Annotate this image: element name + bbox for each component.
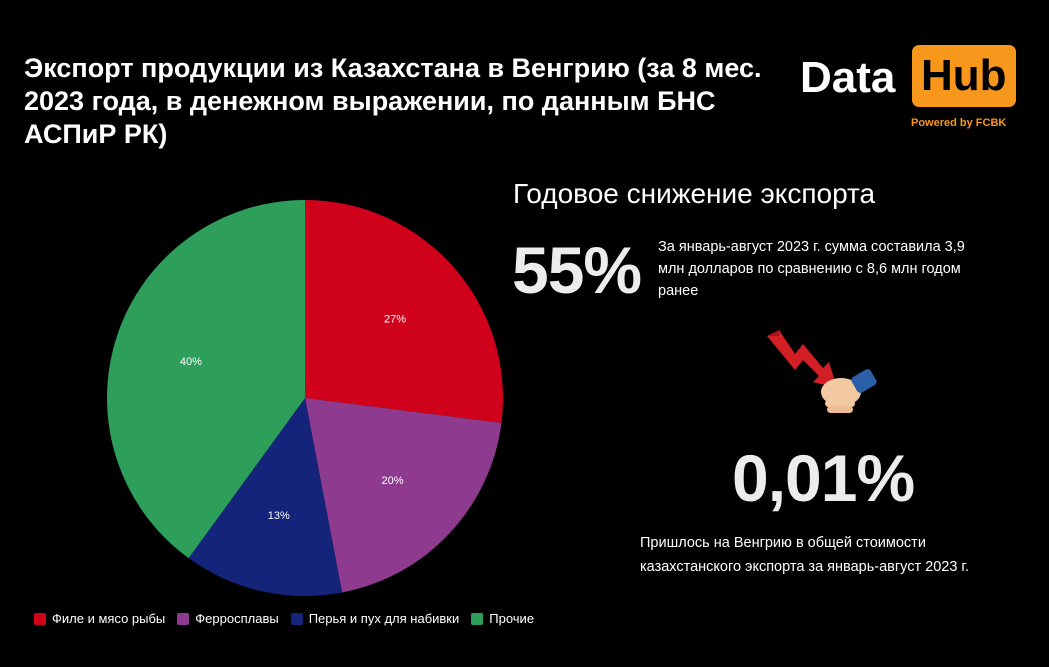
legend-swatch xyxy=(34,612,46,625)
legend-label: Ферросплавы xyxy=(195,611,279,626)
decline-value: 55% xyxy=(512,233,642,307)
pie-slice xyxy=(305,398,502,593)
legend-label: Перья и пух для набивки xyxy=(308,611,460,626)
legend-swatch xyxy=(471,612,484,625)
downtrend-arrow-hand-icon xyxy=(767,330,877,413)
logo-data-text: Data xyxy=(800,53,896,102)
decline-heading: Годовое снижение экспорта xyxy=(513,178,876,209)
datahub-logo: Data Hub Powered by FCBK xyxy=(800,45,1020,135)
legend-item: Ферросплавы xyxy=(177,611,279,626)
legend-item: Прочие xyxy=(471,611,534,626)
logo-powered-by: Powered by FCBK xyxy=(911,117,1007,129)
legend-item: Филе и мясо рыбы xyxy=(34,611,165,626)
chart-legend: Филе и мясо рыбы Ферросплавы Перья и пух… xyxy=(34,611,534,626)
share-description: Пришлось на Венгрию в общей стоимости ка… xyxy=(640,535,969,575)
pie-slice-label: 20% xyxy=(381,475,403,487)
share-value: 0,01% xyxy=(732,441,915,515)
pie-slice-label: 40% xyxy=(180,356,202,368)
page-title: Экспорт продукции из Казахстана в Венгри… xyxy=(24,53,762,149)
pie-slice-label: 13% xyxy=(268,510,290,522)
pie-slice xyxy=(305,200,504,423)
legend-swatch xyxy=(177,612,190,625)
logo-hub-badge: Hub xyxy=(912,45,1016,107)
legend-swatch xyxy=(290,612,303,625)
legend-label: Филе и мясо рыбы xyxy=(52,611,166,626)
legend-item: Перья и пух для набивки xyxy=(290,611,460,626)
pie-slice-label: 27% xyxy=(384,314,406,326)
pie-chart: 27% 20% 13% 40% xyxy=(107,200,504,596)
pie-slice xyxy=(188,398,343,596)
legend-label: Прочие xyxy=(489,611,535,626)
decline-description: За январь-август 2023 г. сумма составила… xyxy=(658,239,965,299)
pie-slice xyxy=(107,200,305,559)
